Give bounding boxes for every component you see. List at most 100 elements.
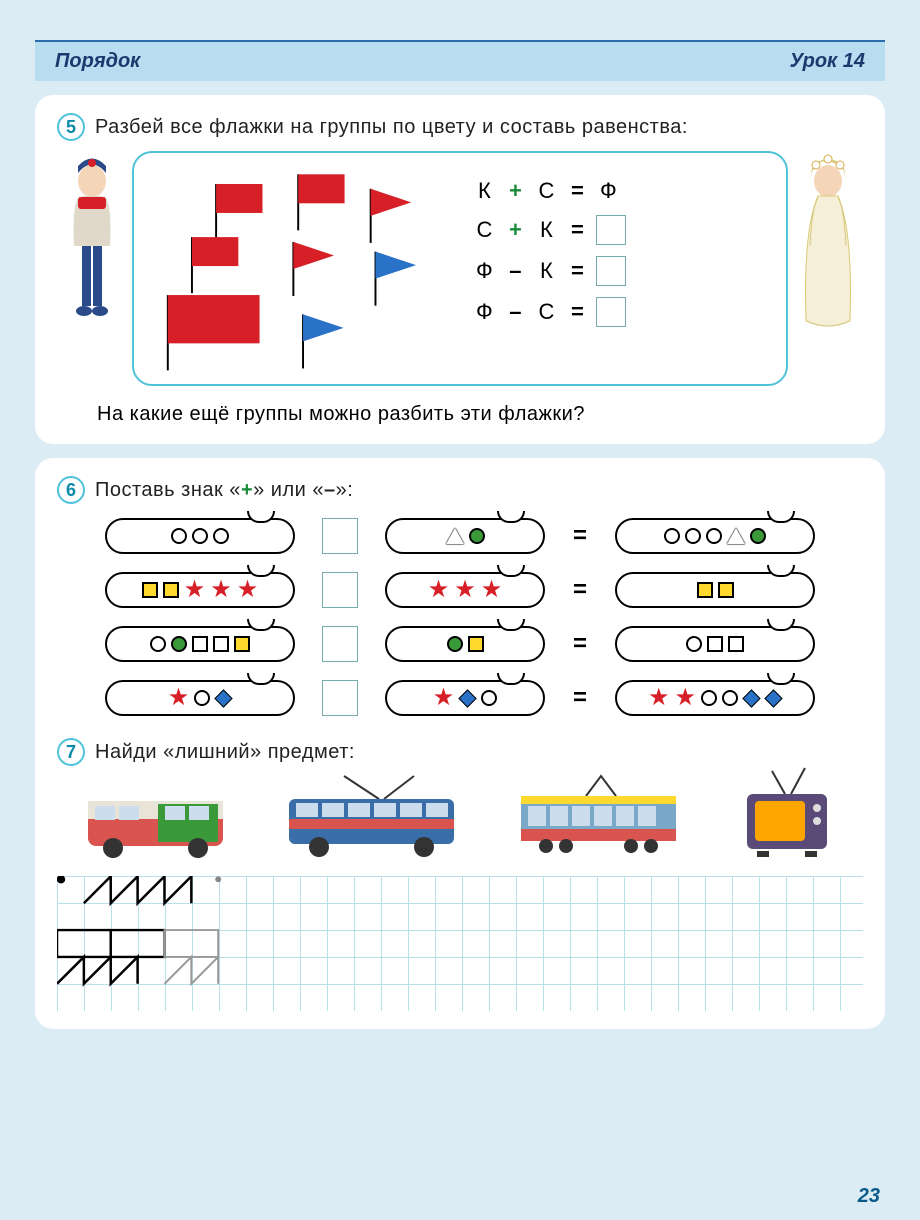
star-icon: ★ bbox=[168, 690, 190, 706]
diam-b-icon bbox=[764, 689, 782, 707]
circ-o-icon bbox=[664, 528, 680, 544]
shape-pill bbox=[615, 626, 815, 662]
circ-g-icon bbox=[750, 528, 766, 544]
tri-o-icon bbox=[446, 528, 464, 544]
circ-o-icon bbox=[685, 528, 701, 544]
circ-o-icon bbox=[701, 690, 717, 706]
princess-figure bbox=[788, 151, 868, 371]
shape-pill bbox=[105, 518, 295, 554]
star-icon: ★ bbox=[648, 690, 670, 706]
shape-pill bbox=[615, 572, 815, 608]
equals-sign: = bbox=[565, 576, 595, 604]
shape-pill: ★★★ bbox=[385, 572, 545, 608]
equals-sign: = bbox=[565, 522, 595, 550]
shape-pill: ★ bbox=[385, 680, 545, 716]
flag-icon bbox=[216, 184, 262, 240]
task-number: 6 bbox=[57, 476, 85, 504]
sq-y-icon bbox=[697, 582, 713, 598]
star-icon: ★ bbox=[433, 690, 455, 706]
flag-icon bbox=[168, 295, 260, 370]
circ-o-icon bbox=[192, 528, 208, 544]
flag-icon bbox=[371, 189, 412, 243]
star-icon: ★ bbox=[428, 582, 450, 598]
diam-b-icon bbox=[742, 689, 760, 707]
star-icon: ★ bbox=[481, 582, 503, 598]
trolleybus-icon bbox=[284, 771, 464, 866]
task-number: 5 bbox=[57, 113, 85, 141]
circ-g-icon bbox=[469, 528, 485, 544]
shape-pill: ★★★ bbox=[105, 572, 295, 608]
shape-pill bbox=[385, 626, 545, 662]
equals-sign: = bbox=[565, 684, 595, 712]
circ-o-icon bbox=[722, 690, 738, 706]
circ-o-icon bbox=[481, 690, 497, 706]
sq-y-icon bbox=[468, 636, 484, 652]
circ-o-icon bbox=[213, 528, 229, 544]
tram-icon bbox=[516, 771, 686, 866]
vehicles-row bbox=[57, 776, 863, 866]
header-topic: Порядок bbox=[55, 50, 140, 73]
shape-pill bbox=[385, 518, 545, 554]
pattern-trace bbox=[57, 876, 863, 1011]
pill-grid: =★★★★★★==★★=★★ bbox=[57, 518, 863, 716]
task-prompt: Найди «лишний» предмет: bbox=[95, 738, 355, 766]
sq-o-icon bbox=[192, 636, 208, 652]
star-icon: ★ bbox=[184, 582, 206, 598]
flag-icon bbox=[293, 242, 334, 296]
star-icon: ★ bbox=[237, 582, 259, 598]
exercise-6-7: 6 Поставь знак «+» или «–»: =★★★★★★==★★=… bbox=[35, 458, 885, 1029]
operator-box[interactable] bbox=[322, 518, 358, 554]
tv-icon bbox=[737, 766, 837, 866]
flag-icon bbox=[298, 174, 344, 230]
equation-row: К+С=Ф bbox=[472, 178, 771, 204]
sq-y-icon bbox=[718, 582, 734, 598]
circ-o-icon bbox=[194, 690, 210, 706]
sq-y-icon bbox=[142, 582, 158, 598]
handwriting-grid bbox=[57, 876, 863, 1011]
task-prompt: Разбей все флажки на группы по цвету и с… bbox=[95, 113, 688, 141]
flags-bubble: К+С=Ф С+К= Ф–К= Ф–С= bbox=[132, 151, 788, 386]
lesson-header: Порядок Урок 14 bbox=[35, 40, 885, 81]
diam-b-icon bbox=[215, 689, 233, 707]
shape-pill bbox=[615, 518, 815, 554]
operator-box[interactable] bbox=[322, 680, 358, 716]
equations-area: К+С=Ф С+К= Ф–К= Ф–С= bbox=[462, 153, 786, 384]
prince-figure bbox=[52, 151, 132, 371]
flags-area bbox=[134, 153, 462, 384]
task-number: 7 bbox=[57, 738, 85, 766]
circ-o-icon bbox=[686, 636, 702, 652]
sq-y-icon bbox=[163, 582, 179, 598]
tri-o-icon bbox=[727, 528, 745, 544]
answer-box[interactable] bbox=[596, 256, 626, 286]
sq-o-icon bbox=[728, 636, 744, 652]
exercise-5: 5 Разбей все флажки на группы по цвету и… bbox=[35, 95, 885, 444]
answer-box[interactable] bbox=[596, 297, 626, 327]
shape-pill: ★★ bbox=[615, 680, 815, 716]
followup-question: На какие ещё группы можно разбить эти фл… bbox=[57, 403, 863, 426]
diam-b-icon bbox=[459, 689, 477, 707]
flag-icon bbox=[192, 237, 238, 293]
circ-g-icon bbox=[447, 636, 463, 652]
circ-g-icon bbox=[171, 636, 187, 652]
bus-icon bbox=[83, 786, 233, 866]
operator-box[interactable] bbox=[322, 626, 358, 662]
circ-o-icon bbox=[706, 528, 722, 544]
answer-box[interactable] bbox=[596, 215, 626, 245]
equation-row: Ф–С= bbox=[472, 297, 771, 327]
equation-row: Ф–К= bbox=[472, 256, 771, 286]
task-prompt: Поставь знак «+» или «–»: bbox=[95, 476, 353, 504]
star-icon: ★ bbox=[454, 582, 476, 598]
shape-pill bbox=[105, 626, 295, 662]
flag-icon bbox=[303, 314, 344, 368]
star-icon: ★ bbox=[210, 582, 232, 598]
sq-o-icon bbox=[707, 636, 723, 652]
sq-o-icon bbox=[213, 636, 229, 652]
flag-icon bbox=[375, 252, 416, 306]
operator-box[interactable] bbox=[322, 572, 358, 608]
shape-pill: ★ bbox=[105, 680, 295, 716]
equation-row: С+К= bbox=[472, 215, 771, 245]
circ-o-icon bbox=[171, 528, 187, 544]
header-lesson: Урок 14 bbox=[790, 50, 865, 73]
circ-o-icon bbox=[150, 636, 166, 652]
equals-sign: = bbox=[565, 630, 595, 658]
